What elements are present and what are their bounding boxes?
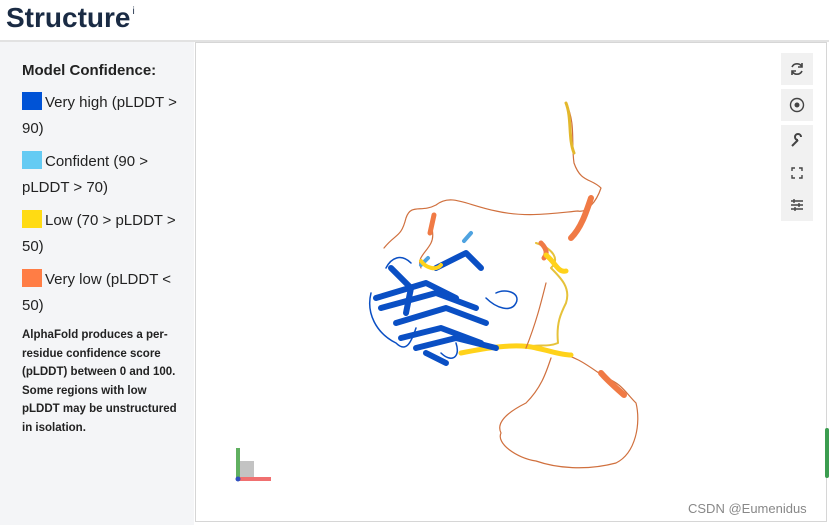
protein-cartoon: [369, 101, 639, 469]
reset-button[interactable]: [781, 53, 813, 85]
loop: [525, 242, 569, 349]
description: AlphaFold produces a per-residue confide…: [22, 329, 177, 434]
swatch: [22, 92, 42, 110]
legend-item: Very low (pLDDT < 50): [22, 267, 182, 319]
helix: [543, 252, 569, 274]
loop: [383, 102, 602, 249]
swatch: [22, 269, 42, 287]
beta-sheet: [373, 250, 499, 366]
info-icon[interactable]: i: [132, 6, 135, 17]
legend-item: Low (70 > pLDDT > 50): [22, 208, 182, 260]
icon: [789, 97, 805, 113]
legend-item: Confident (90 > pLDDT > 70): [22, 149, 182, 201]
title: Structure i: [6, 2, 135, 34]
legend-title: Model Confidence:: [22, 62, 157, 79]
icon: [791, 63, 803, 75]
header: Structure i: [0, 0, 829, 42]
legend-label: Very low (pLDDT < 50): [22, 271, 172, 314]
coil: [369, 256, 518, 359]
scroll-tab: [825, 428, 829, 478]
loop: [460, 346, 639, 469]
controls-button[interactable]: [781, 189, 813, 221]
icon: [791, 167, 803, 179]
molecule: [235, 101, 639, 482]
title-text: Structure: [6, 2, 131, 33]
sidebar: Model Confidence: Very high (pLDDT > 90)…: [0, 42, 194, 525]
fullscreen-button[interactable]: [781, 157, 813, 189]
legend-label: Confident (90 > pLDDT > 70): [22, 153, 148, 196]
helix: [568, 195, 594, 241]
loop: [525, 282, 547, 349]
helix: [427, 212, 437, 236]
helix: [458, 343, 574, 358]
legend-item: Very high (pLDDT > 90): [22, 90, 182, 142]
spin-button[interactable]: [781, 89, 813, 121]
icon: [791, 133, 802, 147]
helix: [598, 370, 627, 398]
icon: [791, 199, 803, 211]
helix: [419, 259, 443, 271]
swatch: [22, 151, 42, 169]
swatch: [22, 210, 42, 228]
legend-label: Low (70 > pLDDT > 50): [22, 212, 176, 255]
watermark: CSDN @Eumenidus: [688, 501, 807, 516]
legend-label: Very high (pLDDT > 90): [22, 94, 177, 137]
helix: [564, 101, 576, 155]
settings-button[interactable]: [781, 125, 813, 157]
structure-viewer[interactable]: [195, 42, 827, 522]
axes-gizmo: [235, 448, 271, 482]
